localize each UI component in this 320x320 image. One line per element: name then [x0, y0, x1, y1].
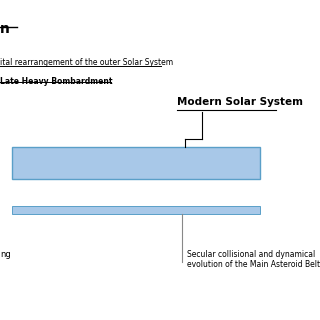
FancyBboxPatch shape — [12, 147, 260, 179]
Text: Modern Solar System: Modern Solar System — [177, 97, 303, 107]
Text: Secular collisional and dynamical
evolution of the Main Asteroid Belt: Secular collisional and dynamical evolut… — [187, 250, 320, 269]
Text: ital rearrangement of the outer Solar System: ital rearrangement of the outer Solar Sy… — [0, 58, 173, 67]
FancyBboxPatch shape — [12, 206, 260, 214]
Text: ng: ng — [0, 250, 11, 259]
Text: Late Heavy Bombardment: Late Heavy Bombardment — [0, 77, 113, 86]
Text: n: n — [0, 22, 10, 36]
